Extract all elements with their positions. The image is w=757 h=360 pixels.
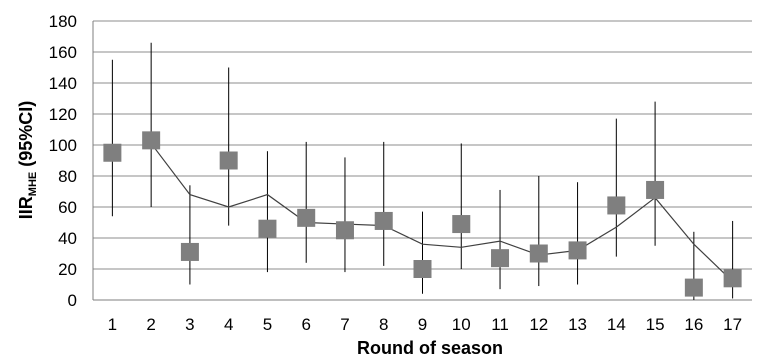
data-point — [646, 180, 665, 199]
y-tick-label: 0 — [68, 291, 77, 310]
y-tick-label: 20 — [58, 260, 77, 279]
x-tick-label: 2 — [146, 315, 155, 334]
y-tick-label: 180 — [49, 12, 77, 31]
x-axis-title: Round of season — [357, 338, 503, 358]
data-point — [568, 241, 587, 260]
data-point — [374, 211, 393, 230]
data-point — [103, 143, 122, 162]
y-tick-label: 80 — [58, 167, 77, 186]
y-tick-label: 40 — [58, 229, 77, 248]
y-tick-label: 160 — [49, 43, 77, 62]
data-point — [607, 196, 626, 215]
y-axis-title-subscript: MHE — [27, 172, 39, 196]
y-axis-title-prefix: IIR — [16, 196, 36, 219]
data-point — [413, 260, 432, 278]
x-tick-label: 12 — [529, 315, 548, 334]
y-tick-label: 60 — [58, 198, 77, 217]
y-axis-title: IIRMHE (95%CI) — [16, 101, 39, 219]
data-point — [335, 221, 354, 240]
trend-line — [150, 143, 734, 282]
data-point — [219, 151, 238, 170]
data-point — [491, 249, 510, 268]
x-tick-label: 7 — [340, 315, 349, 334]
x-tick-label: 1 — [108, 315, 117, 334]
data-point — [258, 219, 277, 238]
x-tick-label: 13 — [568, 315, 587, 334]
y-tick-label: 100 — [49, 136, 77, 155]
x-tick-labels: 1 2 3 4 5 6 7 8 9 10 11 12 13 14 15 16 17 — [108, 315, 742, 334]
y-tick-label: 140 — [49, 74, 77, 93]
x-tick-label: 9 — [418, 315, 427, 334]
y-tick-labels: 0 20 40 60 80 100 120 140 160 180 — [49, 12, 77, 310]
error-bars — [111, 42, 734, 300]
data-point — [684, 278, 703, 297]
x-tick-label: 17 — [723, 315, 742, 334]
grid-lines — [93, 20, 752, 301]
y-tick-label: 120 — [49, 105, 77, 124]
data-point — [452, 215, 471, 234]
x-tick-label: 15 — [646, 315, 665, 334]
x-tick-label: 3 — [185, 315, 194, 334]
x-tick-label: 14 — [607, 315, 626, 334]
data-point — [297, 208, 316, 227]
axes — [92, 21, 752, 301]
x-tick-label: 6 — [301, 315, 310, 334]
data-point — [142, 131, 161, 150]
x-tick-label: 5 — [263, 315, 272, 334]
data-markers — [103, 131, 742, 297]
data-point — [723, 269, 742, 288]
x-tick-label: 11 — [491, 315, 509, 334]
data-point — [529, 244, 548, 263]
x-tick-label: 16 — [684, 315, 703, 334]
x-tick-label: 4 — [224, 315, 233, 334]
x-tick-label: 10 — [452, 315, 471, 334]
y-axis-title-suffix: (95%CI) — [16, 101, 36, 172]
x-tick-label: 8 — [379, 315, 388, 334]
data-point — [180, 242, 199, 261]
